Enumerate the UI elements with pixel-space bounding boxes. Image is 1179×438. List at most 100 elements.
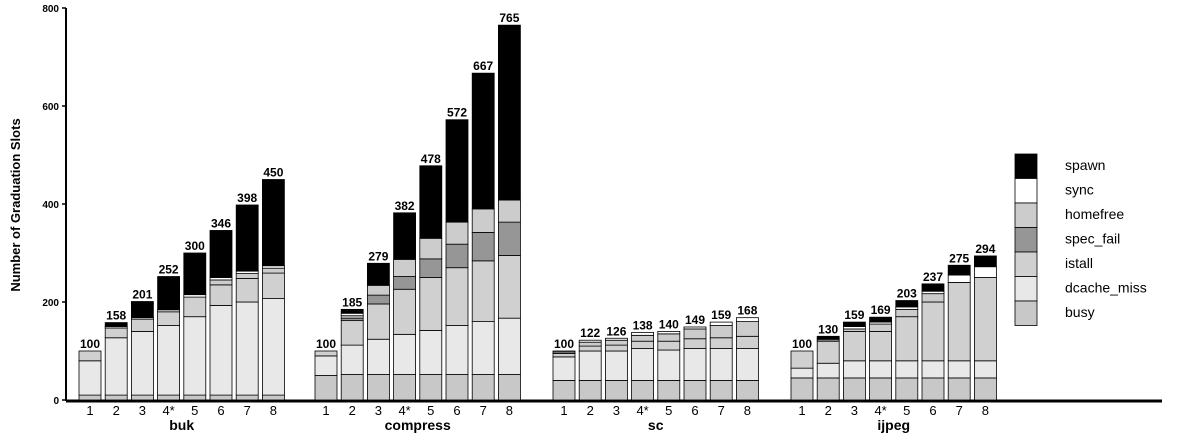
x-tick-label: 1 <box>86 403 93 418</box>
bar-segment-spawn <box>157 276 181 311</box>
bar-segment-homefree <box>709 325 733 339</box>
bar-segment-busy <box>657 379 681 401</box>
bar-segment-istall <box>895 316 919 362</box>
bar-segment-dcache_miss <box>366 338 390 375</box>
bar-total-label: 159 <box>844 308 864 322</box>
x-tick-label: 3 <box>375 403 382 418</box>
bar-segment-busy <box>974 377 997 401</box>
bar-total-label: 294 <box>975 242 995 256</box>
bar-total-label: 130 <box>818 322 838 336</box>
bar-total-label: 203 <box>897 287 917 301</box>
x-tick-label: 6 <box>217 403 224 418</box>
bar-segment-busy <box>921 377 945 401</box>
bar-segment-busy <box>605 379 628 401</box>
bar-segment-dcache_miss <box>578 350 602 381</box>
bar-segment-spawn <box>895 300 919 308</box>
x-tick-label: 1 <box>560 403 567 418</box>
bar-segment-busy <box>340 374 364 401</box>
x-tick-label: 2 <box>825 403 832 418</box>
bar-segment-dcache_miss <box>314 355 338 376</box>
bar-segment-busy <box>78 394 102 401</box>
bar-segment-homefree <box>869 323 892 332</box>
bar-segment-sync <box>578 339 602 343</box>
bar-segment-dcache_miss <box>261 298 285 396</box>
x-tick-label: 8 <box>982 403 989 418</box>
bar-segment-homefree <box>366 284 390 296</box>
legend-label-spawn: spawn <box>1065 157 1105 173</box>
bar-segment-homefree <box>209 279 233 286</box>
bar-segment-busy <box>947 377 971 401</box>
bar-segment-busy <box>631 379 654 401</box>
bar-segment-istall <box>209 284 233 306</box>
bar-total-label: 158 <box>106 309 126 323</box>
bar-segment-istall <box>183 296 207 318</box>
bar-total-label: 149 <box>685 313 705 327</box>
bar-segment-homefree <box>683 328 707 340</box>
bar-segment-sync <box>974 266 997 278</box>
bar-segment-dcache_miss <box>869 360 892 379</box>
bar-segment-busy <box>366 374 390 401</box>
bar-segment-dcache_miss <box>816 362 840 379</box>
bar-segment-homefree <box>657 333 681 342</box>
bar-segment-istall <box>921 301 945 362</box>
x-tick-label: 8 <box>506 403 513 418</box>
bar-total-label: 122 <box>580 326 600 340</box>
legend-swatch-dcache_miss <box>1014 276 1038 302</box>
bar-segment-istall <box>683 338 707 349</box>
bar-total-label: 252 <box>159 263 179 277</box>
x-tick-label: 6 <box>453 403 460 418</box>
bar-segment-dcache_miss <box>209 305 233 396</box>
bar-segment-busy <box>104 394 128 401</box>
bar-total-label: 126 <box>606 324 626 338</box>
bar-segment-spec_fail <box>497 221 521 256</box>
bar-segment-spawn <box>445 119 469 223</box>
bar-segment-spawn <box>843 321 866 327</box>
bar-segment-spawn <box>393 212 417 260</box>
x-tick-label: 7 <box>718 403 725 418</box>
bar-total-label: 667 <box>473 59 493 73</box>
bar-segment-spawn <box>340 308 364 314</box>
y-tick-label: 800 <box>42 4 59 15</box>
bar-segment-sync <box>736 317 759 322</box>
bar-total-label: 201 <box>132 288 152 302</box>
bar-segment-dcache_miss <box>78 360 102 396</box>
x-tick-label: 5 <box>191 403 198 418</box>
bar-segment-dcache_miss <box>445 325 469 375</box>
bar-segment-busy <box>895 377 919 401</box>
x-tick-label: 8 <box>744 403 751 418</box>
bar-segment-dcache_miss <box>130 330 154 396</box>
bars <box>78 24 997 401</box>
bar-segment-istall <box>130 318 154 332</box>
bar-segment-busy <box>683 379 707 401</box>
bar-segment-spawn <box>816 335 840 340</box>
bar-segment-busy <box>736 379 759 401</box>
x-tick-label: 2 <box>349 403 356 418</box>
bar-segment-spec_fail <box>471 232 495 262</box>
x-tick-label: 5 <box>427 403 434 418</box>
bar-total-label: 100 <box>792 337 812 351</box>
bar-total-label: 100 <box>554 337 574 351</box>
bar-segment-dcache_miss <box>157 325 181 396</box>
bar-total-label: 169 <box>871 303 891 317</box>
bar-segment-busy <box>235 394 259 401</box>
legend-label-homefree: homefree <box>1065 206 1124 222</box>
bar-segment-istall <box>947 281 971 362</box>
bar-segment-istall <box>314 350 338 357</box>
x-tick-label: 3 <box>613 403 620 418</box>
bar-segment-dcache_miss <box>921 360 945 379</box>
bar-segment-istall <box>445 267 469 326</box>
bar-segment-istall <box>790 350 814 369</box>
x-tick-label: 8 <box>270 403 277 418</box>
x-tick-label: 3 <box>851 403 858 418</box>
bar-segment-homefree <box>895 308 919 318</box>
bar-segment-dcache_miss <box>605 350 628 381</box>
bar-segment-istall <box>709 337 733 349</box>
bar-segment-istall <box>578 345 602 352</box>
bar-segment-busy <box>261 394 285 401</box>
bar-segment-istall <box>497 255 521 319</box>
x-tick-label: 3 <box>139 403 146 418</box>
bar-segment-dcache_miss <box>683 348 707 381</box>
bar-segment-sync <box>631 331 654 336</box>
